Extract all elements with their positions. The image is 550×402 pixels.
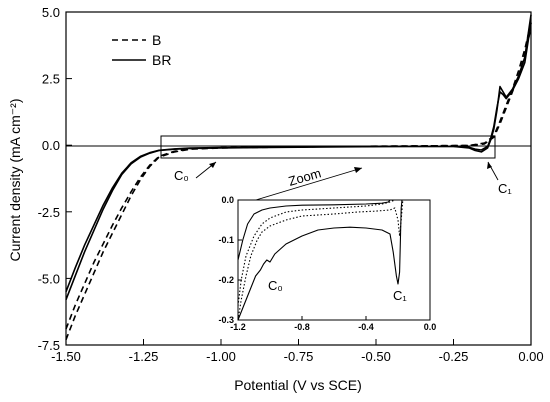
annotation-c1: C₁	[498, 181, 512, 196]
inset-x-tick-label: -0.8	[294, 322, 310, 332]
zoom-region-box	[160, 135, 496, 159]
main-x-tick-label: -1.50	[51, 349, 81, 364]
x-axis-title: Potential (V vs SCE)	[234, 377, 362, 393]
annotation-c0: C₀	[174, 168, 189, 183]
main-x-tick-label: -0.25	[439, 349, 469, 364]
inset-frame	[237, 199, 431, 321]
inset-series-b-0	[237, 199, 396, 307]
main-y-tick-label: 5.0	[42, 5, 60, 20]
inset-series-br-3	[237, 199, 391, 261]
main-series-group	[65, 14, 532, 340]
inset-y-ticks: 0.0 -0.1 -0.2 -0.3	[218, 195, 242, 325]
main-x-tick-label: -0.75	[284, 349, 314, 364]
inset-chart: -1.2 -0.8 -0.4 0.0 0.0 -0.1 -0.2 -0.3 C₀ C₁	[218, 195, 436, 332]
main-x-tick-label: -1.00	[206, 349, 236, 364]
main-x-tick-label: 0.00	[518, 349, 543, 364]
inset-y-tick-label: -0.2	[218, 275, 234, 285]
main-annotations: C₀ C₁ Zoom	[174, 161, 512, 204]
inset-x-tick-label: -0.4	[358, 322, 374, 332]
inset-series-group	[237, 199, 404, 321]
main-y-tick-label: -7.5	[38, 338, 60, 353]
legend-label-b: B	[152, 32, 161, 48]
inset-y-tick-label: 0.0	[221, 195, 234, 205]
inset-series-br-2	[237, 199, 403, 321]
inset-annotation-c0: C₀	[268, 278, 283, 293]
arrow-c1-head	[487, 162, 492, 169]
zoom-arrow	[245, 167, 363, 204]
main-y-ticks: 5.0 2.5 0.0 -2.5 -5.0 -7.5	[38, 5, 72, 353]
legend-label-br: BR	[152, 52, 171, 68]
inset-x-tick-label: -1.2	[230, 322, 246, 332]
inset-x-ticks: -1.2 -0.8 -0.4 0.0	[230, 316, 436, 332]
main-y-tick-label: -2.5	[38, 205, 60, 220]
inset-annotation-c1: C₁	[393, 288, 407, 303]
inset-y-tick-label: -0.1	[218, 235, 234, 245]
inset-series-b-1	[237, 199, 404, 321]
main-x-tick-label: -0.50	[361, 349, 391, 364]
arrow-c0-head	[209, 162, 216, 168]
inset-y-tick-label: -0.3	[218, 315, 234, 325]
inset-x-tick-label: 0.0	[424, 322, 437, 332]
y-axis-title: Current density (mA cm⁻²)	[7, 99, 23, 262]
zoom-arrow-head	[354, 167, 362, 173]
main-x-tick-label: -1.25	[129, 349, 159, 364]
main-x-ticks: -1.50 -1.25 -1.00 -0.75 -0.50 -0.25 0.00	[51, 339, 544, 364]
main-y-tick-label: 0.0	[42, 138, 60, 153]
main-y-tick-label: 2.5	[42, 72, 60, 87]
main-series-br-3	[65, 22, 532, 292]
main-y-tick-label: -5.0	[38, 271, 60, 286]
legend: B BR	[112, 32, 171, 68]
